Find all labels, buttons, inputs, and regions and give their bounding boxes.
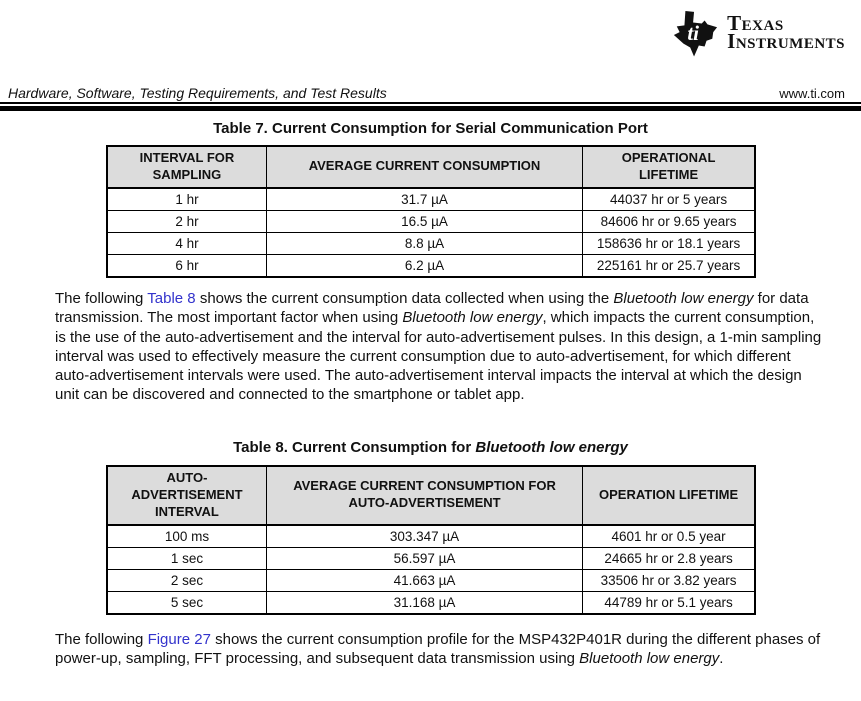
table-cell: 6.2 µA xyxy=(265,253,584,278)
table-row: 4 hr 8.8 µA 158636 hr or 18.1 years xyxy=(106,231,756,255)
text-segment: Bluetooth low energy xyxy=(613,290,754,307)
table-row: 1 sec 56.597 µA 24665 hr or 2.8 years xyxy=(106,546,756,570)
ti-wordmark-line1: Texas xyxy=(727,11,784,35)
table-cell: 31.7 µA xyxy=(265,187,584,211)
text-segment: for data transmission. The most importan… xyxy=(55,290,809,327)
ti-wordmark-line2: Instruments xyxy=(727,28,845,53)
paragraph-ble-description: The following Table 8 shows the current … xyxy=(55,289,823,405)
text-segment: Table 8. Current Consumption for xyxy=(233,439,476,456)
text-segment: The following xyxy=(55,631,148,648)
text-segment: Bluetooth low energy xyxy=(475,439,628,456)
table-cell: 6 hr xyxy=(106,253,267,278)
table-cell: 4 hr xyxy=(106,231,267,255)
table8-title: Table 8. Current Consumption for Bluetoo… xyxy=(0,439,861,456)
table-cell: 5 sec xyxy=(106,590,267,615)
ti-website-link[interactable]: www.ti.com xyxy=(779,86,845,101)
table-header-cell: AVERAGE CURRENT CONSUMPTION FOR AUTO-ADV… xyxy=(265,465,584,526)
table-header-cell: OPERATIONAL LIFETIME xyxy=(582,145,756,189)
table-cell: 24665 hr or 2.8 years xyxy=(582,546,756,570)
cross-reference-link[interactable]: Figure 27 xyxy=(147,631,211,648)
table-row: 1 hr 31.7 µA 44037 hr or 5 years xyxy=(106,187,756,211)
text-segment: The following xyxy=(55,290,148,307)
text-segment: Bluetooth low energy xyxy=(402,309,543,327)
header-rule-thin xyxy=(0,102,861,104)
table-cell: 56.597 µA xyxy=(265,546,584,570)
text-segment: Bluetooth low energy xyxy=(579,650,720,668)
table-row: 100 ms 303.347 µA 4601 hr or 0.5 year xyxy=(106,524,756,548)
table7-serial-port-consumption: INTERVAL FOR SAMPLING AVERAGE CURRENT CON… xyxy=(106,145,756,278)
text-segment: shows the current consumption profile fo… xyxy=(55,631,821,668)
table-cell: 8.8 µA xyxy=(265,231,584,255)
paragraph-figure27-reference: The following Figure 27 shows the curren… xyxy=(55,630,823,669)
table-row: 2 hr 16.5 µA 84606 hr or 9.65 years xyxy=(106,209,756,233)
cross-reference-link[interactable]: Table 8 xyxy=(147,290,196,307)
ti-wordmark: Texas Instruments xyxy=(727,8,845,53)
table-cell: 4601 hr or 0.5 year xyxy=(582,524,756,548)
table-header-row: INTERVAL FOR SAMPLING AVERAGE CURRENT CON… xyxy=(106,145,756,189)
table-header-cell: AVERAGE CURRENT CONSUMPTION xyxy=(265,145,584,189)
table-header-cell: AUTO- ADVERTISEMENT INTERVAL xyxy=(106,465,267,526)
table-cell: 31.168 µA xyxy=(265,590,584,615)
table-cell: 303.347 µA xyxy=(265,524,584,548)
table7-title: Table 7. Current Consumption for Serial … xyxy=(0,120,861,137)
running-header: Hardware, Software, Testing Requirements… xyxy=(8,85,845,101)
table-cell: 41.663 µA xyxy=(265,568,584,592)
table-cell: 1 hr xyxy=(106,187,267,211)
table-header-row: AUTO- ADVERTISEMENT INTERVAL AVERAGE CURR… xyxy=(106,465,756,526)
table-row: 2 sec 41.663 µA 33506 hr or 3.82 years xyxy=(106,568,756,592)
table-header-cell: INTERVAL FOR SAMPLING xyxy=(106,145,267,189)
ti-logo-texas-icon: ti xyxy=(674,10,718,57)
ti-logo: ti Texas Instruments xyxy=(667,8,845,58)
table-cell: 158636 hr or 18.1 years xyxy=(582,231,756,255)
text-segment: shows the current consumption data colle… xyxy=(195,290,614,307)
text-segment: , which impacts the current consumption,… xyxy=(55,309,822,404)
text-segment: . xyxy=(719,650,724,668)
table-cell: 33506 hr or 3.82 years xyxy=(582,568,756,592)
text-segment: Table 7. Current Consumption for Serial … xyxy=(213,120,648,137)
table-header-cell: OPERATION LIFETIME xyxy=(582,465,756,526)
table-cell: 100 ms xyxy=(106,524,267,548)
table8-ble-consumption: AUTO- ADVERTISEMENT INTERVAL AVERAGE CURR… xyxy=(106,465,756,615)
table-cell: 2 hr xyxy=(106,209,267,233)
table-cell: 16.5 µA xyxy=(265,209,584,233)
table-cell: 44789 hr or 5.1 years xyxy=(582,590,756,615)
table-row: 5 sec 31.168 µA 44789 hr or 5.1 years xyxy=(106,590,756,615)
table-cell: 2 sec xyxy=(106,568,267,592)
ti-monogram: ti xyxy=(687,21,699,45)
running-header-title: Hardware, Software, Testing Requirements… xyxy=(8,85,387,101)
header-rule-thick xyxy=(0,106,861,111)
table-cell: 44037 hr or 5 years xyxy=(582,187,756,211)
table-cell: 225161 hr or 25.7 years xyxy=(582,253,756,278)
table-cell: 84606 hr or 9.65 years xyxy=(582,209,756,233)
table-row: 6 hr 6.2 µA 225161 hr or 25.7 years xyxy=(106,253,756,278)
table-cell: 1 sec xyxy=(106,546,267,570)
